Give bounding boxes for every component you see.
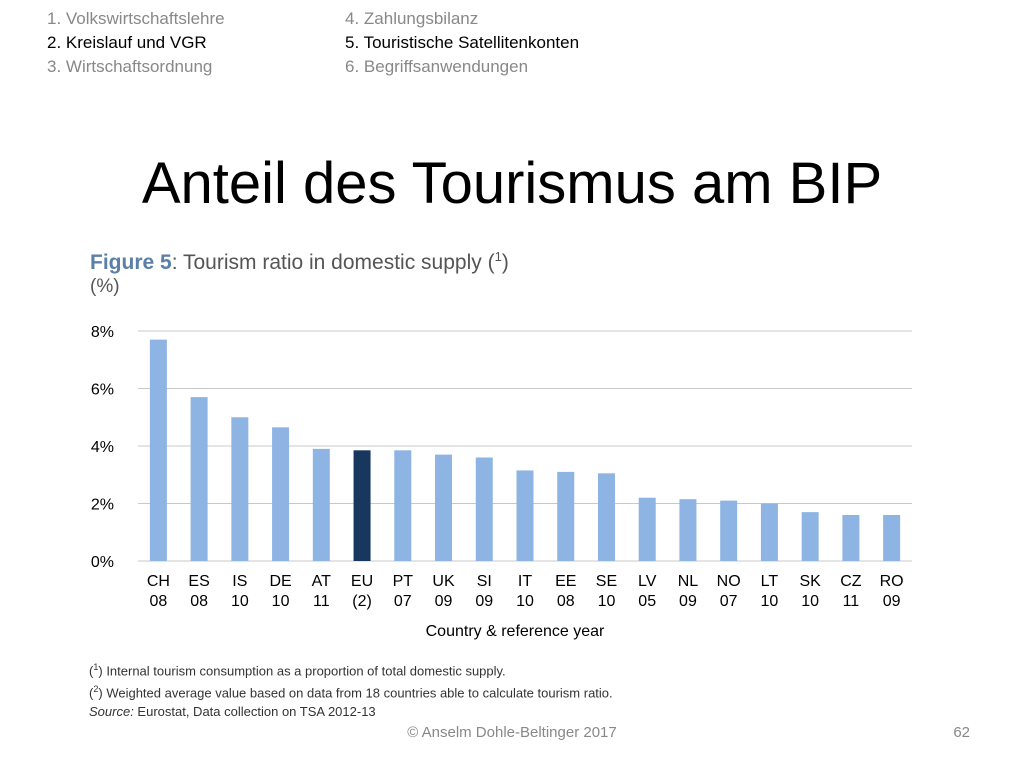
footnote-2-marker: 2 bbox=[93, 684, 99, 695]
nav-item-zahlungsbilanz[interactable]: 4. Zahlungsbilanz bbox=[345, 9, 479, 28]
slide-title: Anteil des Tourismus am BIP bbox=[141, 151, 883, 216]
bar-lt bbox=[760, 503, 778, 561]
figure-heading: Figure 5: Tourism ratio in domestic supp… bbox=[90, 243, 509, 277]
bar-si bbox=[475, 457, 493, 561]
x-tick-label-nl: NL bbox=[678, 573, 699, 590]
x-tick-label-at: AT bbox=[312, 573, 331, 590]
figure-caption-footnote-ref: 1 bbox=[494, 249, 502, 264]
x-tick-label-se: SE bbox=[596, 573, 617, 590]
x-tick-year-ro: 09 bbox=[883, 593, 901, 610]
nav-sections-right: 4. Zahlungsbilanz 5. Touristische Satell… bbox=[345, 7, 579, 79]
nav-item-begriffsanwendungen[interactable]: 6. Begriffsanwendungen bbox=[345, 57, 529, 76]
bar-no bbox=[720, 500, 738, 561]
y-tick-label-0: 0% bbox=[91, 554, 114, 571]
footnote-2-text: Weighted average value based on data fro… bbox=[102, 685, 613, 701]
x-tick-label-ro: RO bbox=[880, 573, 904, 590]
nav-sections-left: 1. Volkswirtschaftslehre 2. Kreislauf un… bbox=[47, 7, 225, 79]
x-tick-label-si: SI bbox=[477, 573, 492, 590]
source-text: Eurostat, Data collection on TSA 2012-13 bbox=[133, 703, 376, 719]
x-tick-year-ee: 08 bbox=[557, 593, 575, 610]
x-tick-label-ee: EE bbox=[555, 573, 576, 590]
bar-ee bbox=[557, 471, 575, 561]
x-tick-label-is: IS bbox=[232, 573, 247, 590]
bar-es bbox=[190, 397, 208, 561]
footer-copyright: © Anselm Dohle-Beltinger 2017 bbox=[407, 724, 617, 741]
x-tick-label-lv: LV bbox=[638, 573, 657, 590]
figure-label: Figure 5 bbox=[90, 251, 172, 274]
x-tick-label-de: DE bbox=[269, 573, 291, 590]
source-line: Source: Eurostat, Data collection on TSA… bbox=[89, 703, 613, 721]
bar-pt bbox=[394, 450, 412, 561]
x-tick-year-se: 10 bbox=[598, 593, 616, 610]
figure-caption-end: ) bbox=[501, 251, 509, 274]
bar-ro bbox=[883, 515, 901, 561]
x-tick-year-es: 08 bbox=[190, 593, 208, 610]
nav-item-kreislauf-vgr[interactable]: 2. Kreislauf und VGR bbox=[47, 33, 207, 52]
x-tick-year-it: 10 bbox=[516, 593, 534, 610]
nav-item-wirtschaftsordnung[interactable]: 3. Wirtschaftsordnung bbox=[47, 57, 213, 76]
x-tick-year-uk: 09 bbox=[435, 593, 453, 610]
x-tick-label-no: NO bbox=[717, 573, 741, 590]
bar-lv bbox=[638, 497, 656, 561]
x-tick-year-sk: 10 bbox=[801, 593, 819, 610]
x-tick-year-nl: 09 bbox=[679, 593, 697, 610]
x-tick-year-no: 07 bbox=[720, 593, 738, 610]
y-tick-label-4: 8% bbox=[91, 324, 114, 341]
x-tick-year-cz: 11 bbox=[843, 593, 860, 610]
x-tick-label-uk: UK bbox=[432, 573, 455, 590]
bar-nl bbox=[679, 499, 697, 561]
footnote-1-marker: 1 bbox=[93, 662, 99, 672]
x-tick-year-ch: 08 bbox=[149, 593, 167, 610]
bar-at bbox=[312, 448, 330, 561]
source-label: Source: bbox=[89, 703, 134, 719]
x-tick-year-pt: 07 bbox=[394, 593, 412, 610]
x-tick-label-cz: CZ bbox=[840, 573, 862, 590]
bar-uk bbox=[435, 454, 453, 561]
bar-sk bbox=[801, 512, 819, 561]
footnote-2: (2) Weighted average value based on data… bbox=[89, 684, 613, 701]
figure-caption: : Tourism ratio in domestic supply ( bbox=[171, 251, 495, 274]
x-tick-year-lv: 05 bbox=[638, 593, 656, 610]
y-tick-label-1: 2% bbox=[91, 497, 114, 514]
bar-it bbox=[516, 470, 534, 561]
x-tick-year-eu: (2) bbox=[352, 593, 372, 610]
x-tick-label-it: IT bbox=[518, 573, 532, 590]
bar-de bbox=[272, 427, 290, 561]
footnotes: (1) Internal tourism consumption as a pr… bbox=[89, 658, 613, 721]
x-tick-label-lt: LT bbox=[761, 573, 779, 590]
x-tick-label-es: ES bbox=[188, 573, 209, 590]
y-tick-label-3: 6% bbox=[91, 382, 114, 399]
bar-se bbox=[597, 473, 615, 561]
bar-ch bbox=[149, 339, 167, 561]
bar-cz bbox=[842, 515, 860, 561]
x-tick-year-at: 11 bbox=[313, 593, 330, 610]
x-tick-year-is: 10 bbox=[231, 593, 249, 610]
y-tick-label-2: 4% bbox=[91, 439, 114, 456]
x-axis-label: Country & reference year bbox=[426, 623, 605, 640]
nav-item-volkswirtschaftslehre[interactable]: 1. Volkswirtschaftslehre bbox=[47, 9, 225, 28]
tourism-ratio-bar-chart: 0% 2% 4% 6% 8% CH 08 ES 08 IS 10 DE 10 AT 11 EU (2) PT 07 U… bbox=[91, 324, 912, 640]
bar-is bbox=[231, 417, 249, 561]
footnote-1-text: Internal tourism consumption as a propor… bbox=[102, 663, 506, 679]
page-number: 62 bbox=[953, 724, 970, 741]
nav-item-satellitenkonten[interactable]: 5. Touristische Satellitenkonten bbox=[345, 33, 580, 52]
x-tick-label-eu: EU bbox=[351, 573, 373, 590]
x-tick-label-sk: SK bbox=[799, 573, 821, 590]
x-tick-year-lt: 10 bbox=[761, 593, 779, 610]
x-tick-label-ch: CH bbox=[147, 573, 170, 590]
x-tick-year-si: 09 bbox=[475, 593, 493, 610]
x-tick-label-pt: PT bbox=[393, 573, 414, 590]
x-tick-year-de: 10 bbox=[272, 593, 290, 610]
footnote-1: (1) Internal tourism consumption as a pr… bbox=[89, 662, 506, 679]
bar-eu bbox=[353, 450, 371, 561]
figure-unit: (%) bbox=[90, 276, 120, 297]
